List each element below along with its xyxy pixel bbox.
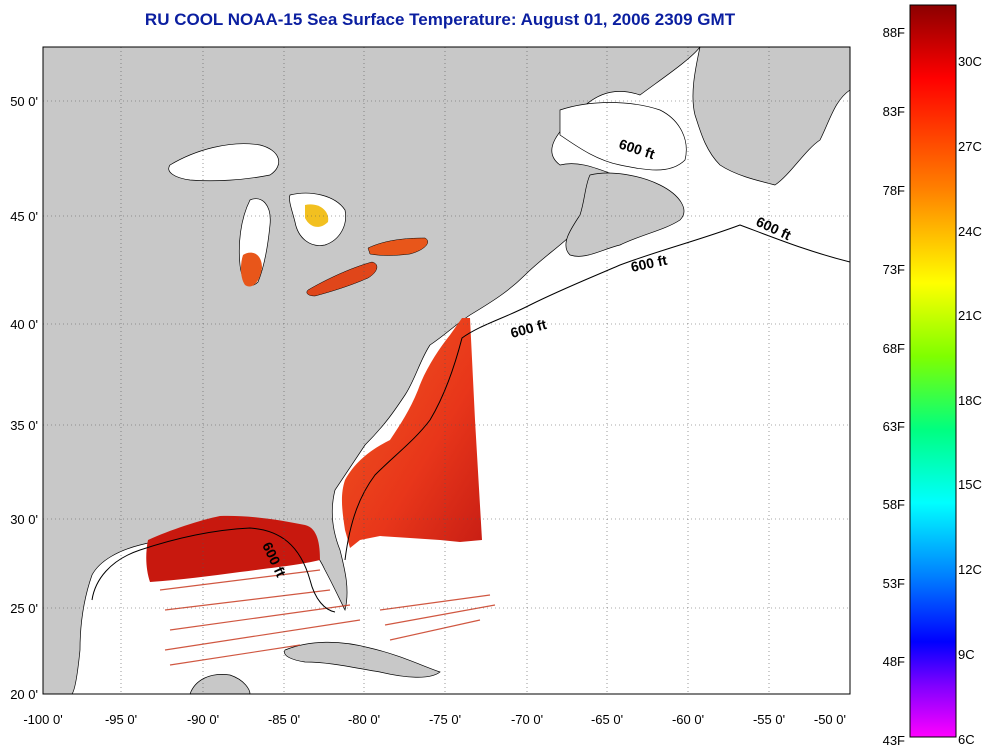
maritimes-land [565,172,685,257]
map-title: RU COOL NOAA-15 Sea Surface Temperature:… [144,10,736,29]
colorbar-c-tick: 9C [958,647,975,662]
latitude-axis: 20 0' 25 0' 30 0' 35 0' 40 0' 45 0' 50 0… [10,94,38,702]
latitude-tick: 25 0' [10,601,38,616]
atlantic-sst-swath [341,318,482,548]
latitude-tick: 40 0' [10,317,38,332]
colorbar-c-tick: 12C [958,562,982,577]
longitude-tick: -75 0' [429,712,461,727]
lake-erie-sst [306,261,378,297]
colorbar-fahrenheit-ticks: 88F 83F 78F 73F 68F 63F 58F 53F 48F 43F [883,25,905,748]
colorbar-c-tick: 6C [958,732,975,747]
colorbar-f-tick: 43F [883,733,905,748]
colorbar-f-tick: 63F [883,419,905,434]
longitude-tick: -80 0' [348,712,380,727]
longitude-tick: -50 0' [814,712,846,727]
colorbar-celsius-ticks: 30C 27C 24C 21C 18C 15C 12C 9C 6C [958,54,982,747]
map-border [42,46,851,695]
latitude-tick: 30 0' [10,512,38,527]
latitude-tick: 35 0' [10,418,38,433]
colorbar-c-tick: 24C [958,224,982,239]
longitude-tick: -60 0' [672,712,704,727]
longitude-tick: -70 0' [511,712,543,727]
yucatan-land [189,674,251,694]
longitude-axis: -100 0' -95 0' -90 0' -85 0' -80 0' -75 … [23,712,846,727]
lake-huron-sst [305,204,329,227]
lake-ontario-sst [367,237,428,256]
longitude-tick: -55 0' [753,712,785,727]
colorbar-f-tick: 68F [883,341,905,356]
longitude-tick: -90 0' [187,712,219,727]
colorbar-f-tick: 73F [883,262,905,277]
gulf-st-lawrence [559,102,687,171]
newfoundland-land [692,47,850,186]
latitude-tick: 50 0' [10,94,38,109]
scattered-sst-streaks [159,569,496,666]
colorbar-c-tick: 30C [958,54,982,69]
colorbar-f-tick: 88F [883,25,905,40]
colorbar-f-tick: 48F [883,654,905,669]
gulf-sst-swath [146,515,320,582]
grid-lines [43,47,850,694]
latitude-tick: 45 0' [10,209,38,224]
longitude-tick: -85 0' [268,712,300,727]
colorbar-c-tick: 18C [958,393,982,408]
lake-michigan-sst [240,252,262,287]
colorbar-c-tick: 21C [958,308,982,323]
colorbar-f-tick: 58F [883,497,905,512]
longitude-tick: -65 0' [591,712,623,727]
lake-superior [168,143,280,182]
isobath-600ft-line [344,224,850,561]
longitude-tick: -95 0' [105,712,137,727]
colorbar-f-tick: 78F [883,183,905,198]
cuba-land [284,641,441,678]
colorbar-c-tick: 27C [958,139,982,154]
colorbar-c-tick: 15C [958,477,982,492]
colorbar [909,4,957,738]
latitude-tick: 20 0' [10,687,38,702]
longitude-tick: -100 0' [23,712,62,727]
colorbar-f-tick: 53F [883,576,905,591]
isobath-600ft-gulf [91,527,336,613]
colorbar-f-tick: 83F [883,104,905,119]
isobath-label: 600 ft [629,252,668,275]
